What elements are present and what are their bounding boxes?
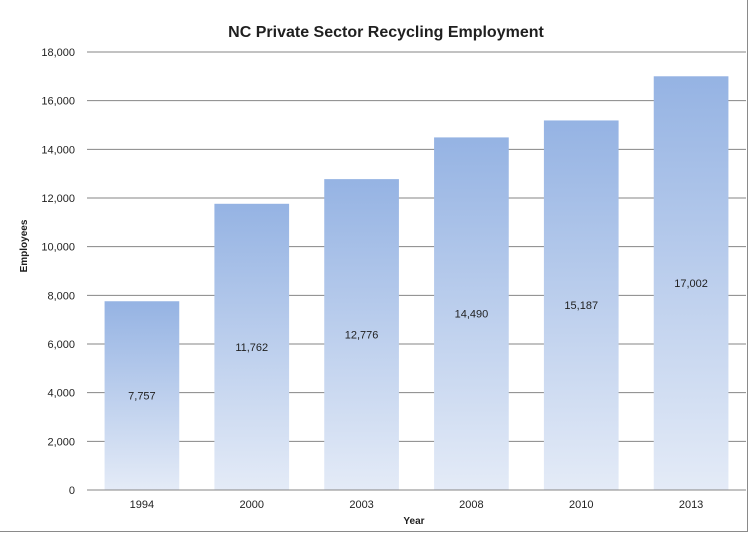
y-tick-label: 2,000 bbox=[47, 436, 75, 448]
data-label: 15,187 bbox=[564, 300, 598, 312]
data-label: 17,002 bbox=[674, 278, 708, 290]
bar-2003 bbox=[324, 179, 399, 490]
x-tick-label: 2010 bbox=[569, 499, 593, 511]
data-labels: 7,757 11,762 12,776 14,490 15,187 17,002 bbox=[128, 278, 708, 402]
data-label: 12,776 bbox=[345, 330, 379, 342]
data-label: 11,762 bbox=[235, 342, 268, 354]
x-tick-label: 2000 bbox=[240, 499, 264, 511]
y-axis-label: Employees bbox=[19, 219, 30, 272]
bars bbox=[104, 76, 729, 491]
x-axis-ticks: 1994 2000 2003 2008 2010 2013 bbox=[130, 499, 704, 511]
y-tick-label: 0 bbox=[69, 485, 75, 497]
x-tick-label: 2008 bbox=[459, 499, 483, 511]
y-axis-ticks: 0 2,000 4,000 6,000 8,000 10,000 12,000 14,000 1… bbox=[41, 47, 75, 497]
y-tick-label: 18,000 bbox=[41, 47, 75, 59]
x-tick-label: 1994 bbox=[130, 499, 154, 511]
x-axis-label: Year bbox=[403, 516, 424, 527]
bar-2008 bbox=[434, 137, 509, 490]
y-tick-label: 12,000 bbox=[41, 193, 75, 205]
data-label: 14,490 bbox=[455, 309, 489, 321]
bar-1994 bbox=[104, 301, 180, 490]
chart-title: NC Private Sector Recycling Employment bbox=[228, 24, 544, 41]
y-tick-label: 6,000 bbox=[47, 339, 75, 351]
bar-2013 bbox=[653, 76, 729, 490]
y-tick-label: 8,000 bbox=[47, 290, 75, 302]
bar-2000 bbox=[214, 203, 290, 491]
x-tick-label: 2003 bbox=[349, 499, 373, 511]
y-tick-label: 16,000 bbox=[41, 96, 75, 108]
gridlines bbox=[87, 51, 746, 442]
y-tick-label: 14,000 bbox=[41, 144, 75, 156]
bar-2010 bbox=[543, 120, 619, 490]
y-tick-label: 10,000 bbox=[41, 242, 75, 254]
y-tick-label: 4,000 bbox=[47, 388, 75, 400]
data-label: 7,757 bbox=[128, 391, 156, 403]
x-tick-label: 2013 bbox=[679, 499, 703, 511]
